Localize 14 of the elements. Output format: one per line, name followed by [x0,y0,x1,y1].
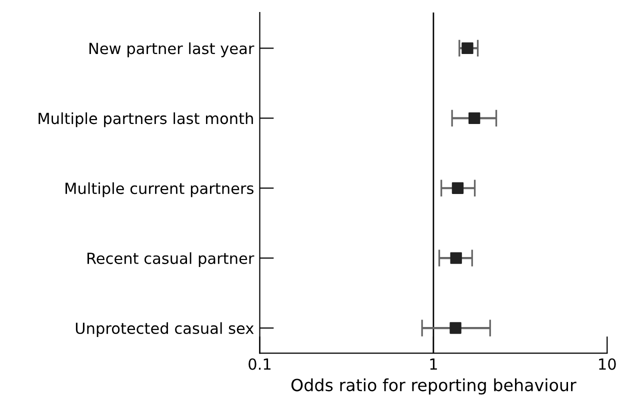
point [452,182,464,194]
x-tick-label: 1 [430,358,437,370]
y-tick-label: Recent casual partner [87,252,254,268]
point [468,112,480,124]
y-tick-label: New partner last year [89,42,254,58]
point [462,42,474,54]
y-tick-label: Unprotected casual sex [76,322,254,338]
y-tick-label: Multiple current partners [66,182,254,198]
y-tick-label: Multiple partners last month [38,112,253,128]
point [450,322,462,334]
point [450,252,462,264]
x-tick-label: 10 [599,358,616,370]
x-axis-title: Odds ratio for reporting behaviour [291,378,576,395]
x-tick-label: 0.1 [248,358,270,370]
